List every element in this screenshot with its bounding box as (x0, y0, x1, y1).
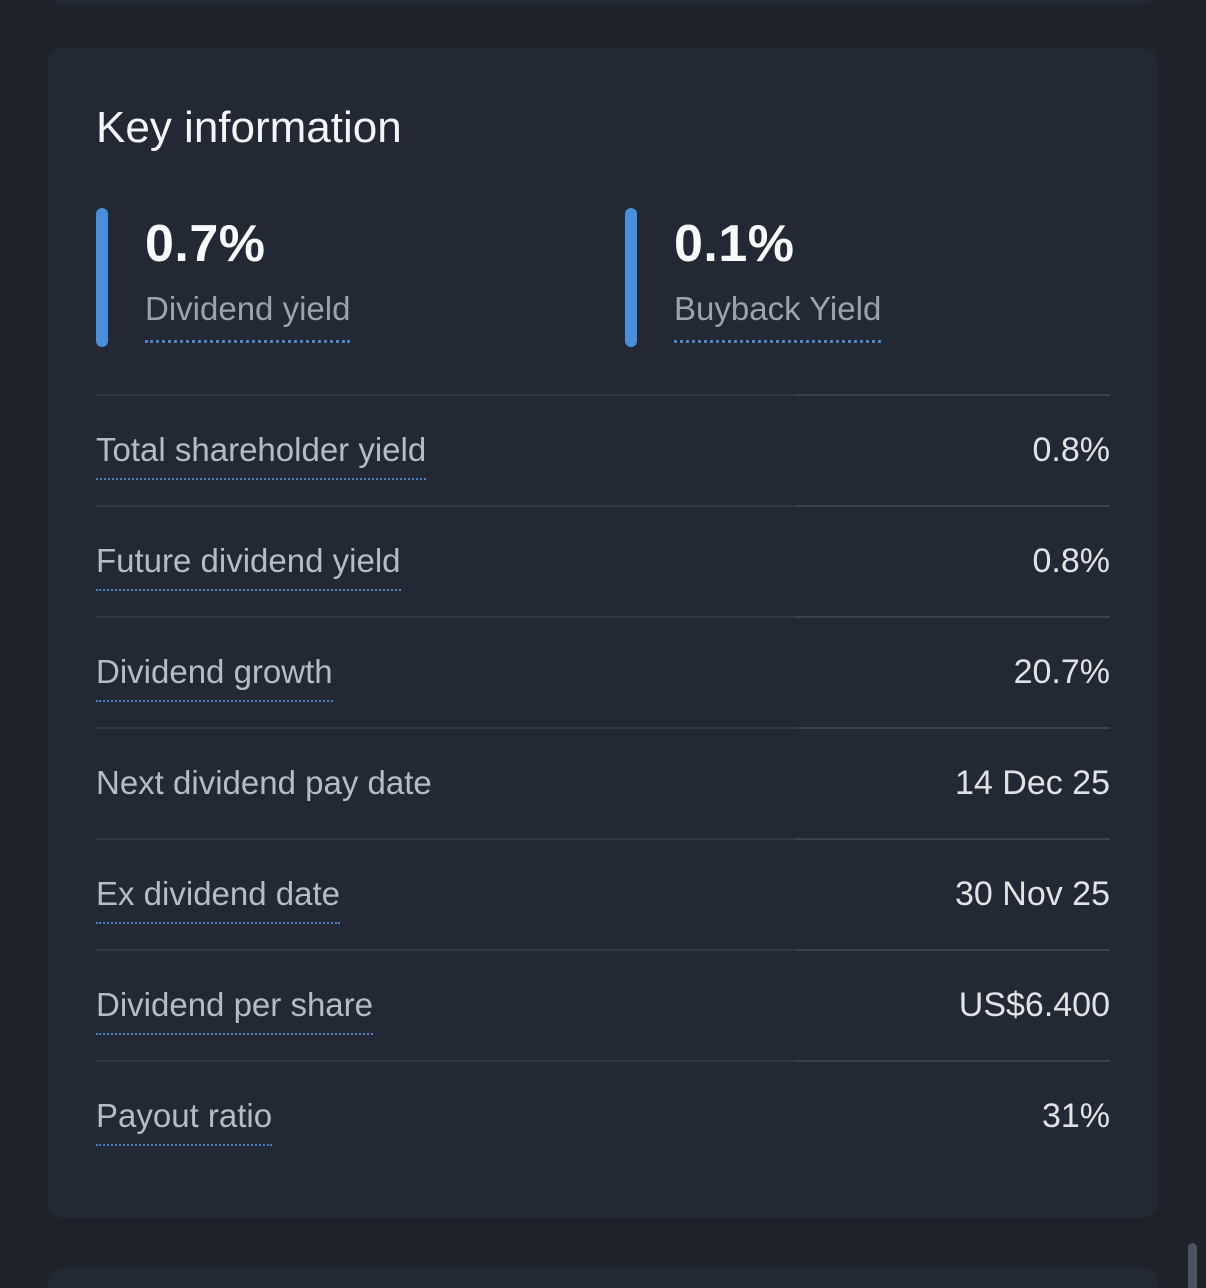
stat-value: 0.7% (145, 215, 266, 273)
stat-content: 0.7% Dividend yield (145, 208, 351, 347)
table-row: Future dividend yield 0.8% (96, 505, 1110, 616)
table-row: Next dividend pay date 14 Dec 25 (96, 727, 1110, 838)
row-label[interactable]: Dividend per share (96, 986, 373, 1035)
row-value: 30 Nov 25 (955, 874, 1110, 913)
table-row: Payout ratio 31% (96, 1060, 1110, 1171)
row-value: 0.8% (1032, 430, 1111, 469)
table-row: Total shareholder yield 0.8% (96, 394, 1110, 505)
row-value: 31% (1041, 1096, 1110, 1135)
row-value: 0.8% (1032, 541, 1111, 580)
stat-content: 0.1% Buyback Yield (674, 208, 882, 347)
key-information-card: Key information 0.7% Dividend yield 0.1%… (48, 48, 1158, 1218)
card-title: Key information (96, 103, 402, 152)
table-row: Ex dividend date 30 Nov 25 (96, 838, 1110, 949)
row-value: 20.7% (1013, 652, 1110, 691)
row-value: 14 Dec 25 (955, 763, 1110, 802)
scrollbar-thumb[interactable] (1188, 1243, 1197, 1288)
table-row: Dividend growth 20.7% (96, 616, 1110, 727)
highlight-stats: 0.7% Dividend yield 0.1% Buyback Yield (96, 208, 1110, 347)
stat-value: 0.1% (674, 215, 795, 273)
row-label: Next dividend pay date (96, 763, 432, 801)
next-card-top-edge (48, 1268, 1158, 1288)
row-label[interactable]: Dividend growth (96, 653, 333, 702)
stat-accent-bar (96, 208, 108, 347)
stat-label[interactable]: Buyback Yield (674, 289, 882, 343)
previous-card-bottom-edge (48, 0, 1158, 4)
stat-label[interactable]: Dividend yield (145, 289, 351, 343)
table-row: Dividend per share US$6.400 (96, 949, 1110, 1060)
row-label[interactable]: Future dividend yield (96, 542, 401, 591)
stat-item: 0.1% Buyback Yield (625, 208, 882, 347)
row-label[interactable]: Total shareholder yield (96, 431, 427, 480)
stat-accent-bar (625, 208, 637, 347)
stat-item: 0.7% Dividend yield (96, 208, 625, 347)
row-value: US$6.400 (958, 985, 1110, 1024)
row-label[interactable]: Payout ratio (96, 1097, 273, 1146)
row-label[interactable]: Ex dividend date (96, 875, 341, 924)
key-info-table: Total shareholder yield 0.8% Future divi… (96, 394, 1110, 1171)
